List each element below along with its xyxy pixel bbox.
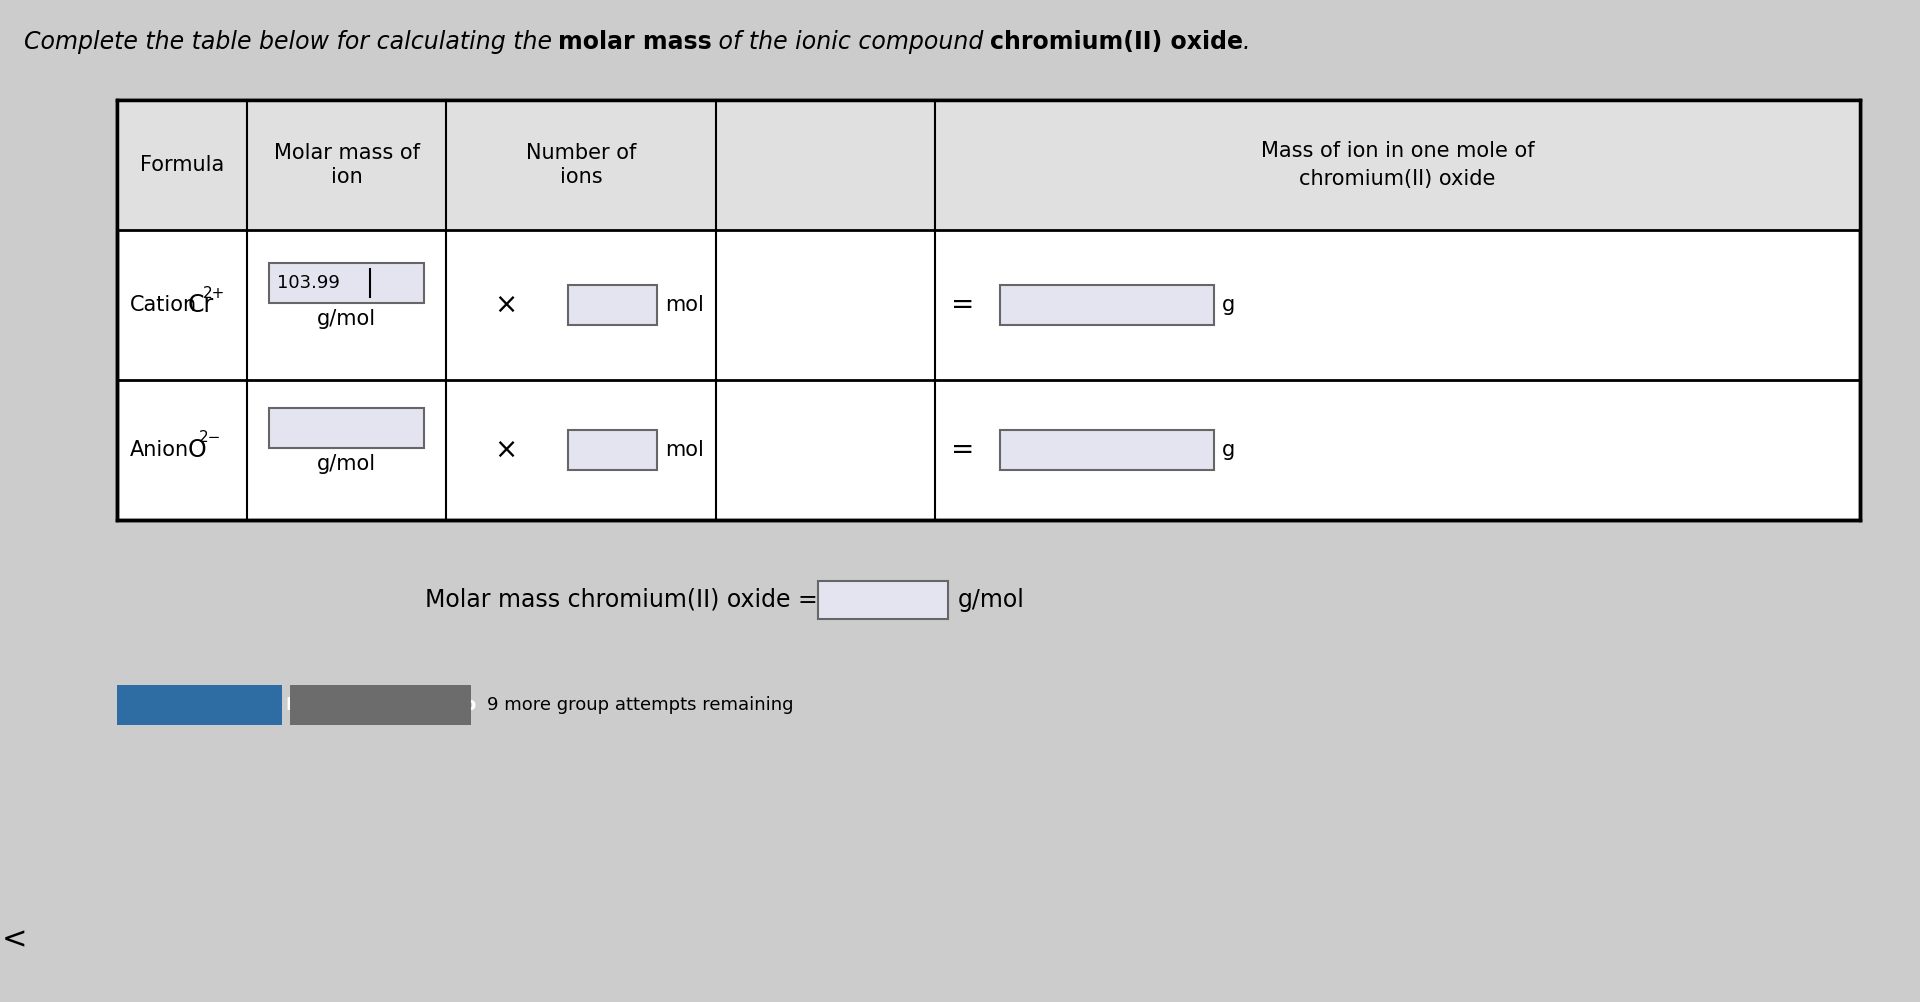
Bar <box>269 408 424 448</box>
Bar <box>1000 430 1213 470</box>
Text: Molar mass chromium(II) oxide =: Molar mass chromium(II) oxide = <box>424 588 818 612</box>
Text: mol: mol <box>666 440 705 460</box>
Text: ion: ion <box>330 167 363 187</box>
Text: mol: mol <box>666 295 705 315</box>
Text: g/mol: g/mol <box>317 309 376 329</box>
Text: ×: × <box>493 436 516 464</box>
Text: 2+: 2+ <box>204 286 225 301</box>
Text: O: O <box>188 438 205 462</box>
Bar <box>269 263 424 303</box>
Text: Anion: Anion <box>129 440 188 460</box>
Text: molar mass: molar mass <box>557 30 712 54</box>
Text: Formula: Formula <box>140 155 225 175</box>
Bar <box>818 581 948 619</box>
Text: chromium(II) oxide: chromium(II) oxide <box>1300 169 1496 189</box>
Bar <box>568 430 657 470</box>
Text: Molar mass of: Molar mass of <box>275 143 420 163</box>
Text: Number of: Number of <box>526 143 636 163</box>
Text: 103.99: 103.99 <box>278 274 340 292</box>
Text: =: = <box>950 291 975 319</box>
Bar <box>117 685 282 725</box>
Text: g: g <box>1223 440 1235 460</box>
Text: chromium(II) oxide: chromium(II) oxide <box>991 30 1242 54</box>
Text: =: = <box>950 436 975 464</box>
Bar <box>117 100 1860 520</box>
Bar <box>1000 285 1213 325</box>
Text: 9 more group attempts remaining: 9 more group attempts remaining <box>488 696 793 714</box>
Text: g/mol: g/mol <box>958 588 1025 612</box>
Text: Cation: Cation <box>129 295 196 315</box>
Text: of the ionic compound: of the ionic compound <box>710 30 991 54</box>
Text: .: . <box>1242 30 1250 54</box>
Text: Submit Answer: Submit Answer <box>123 696 276 714</box>
Text: g/mol: g/mol <box>317 454 376 474</box>
Text: Mass of ion in one mole of: Mass of ion in one mole of <box>1261 141 1534 161</box>
Text: ions: ions <box>561 167 603 187</box>
Text: g: g <box>1223 295 1235 315</box>
Text: ×: × <box>493 291 516 319</box>
Text: Cr: Cr <box>188 293 213 317</box>
Text: <: < <box>2 926 27 955</box>
Text: Retry Entire Group: Retry Entire Group <box>286 696 476 714</box>
Text: 2−: 2− <box>198 431 221 446</box>
Bar <box>290 685 472 725</box>
Bar <box>568 285 657 325</box>
Bar <box>117 100 1860 230</box>
Text: Complete the table below for calculating the: Complete the table below for calculating… <box>23 30 559 54</box>
